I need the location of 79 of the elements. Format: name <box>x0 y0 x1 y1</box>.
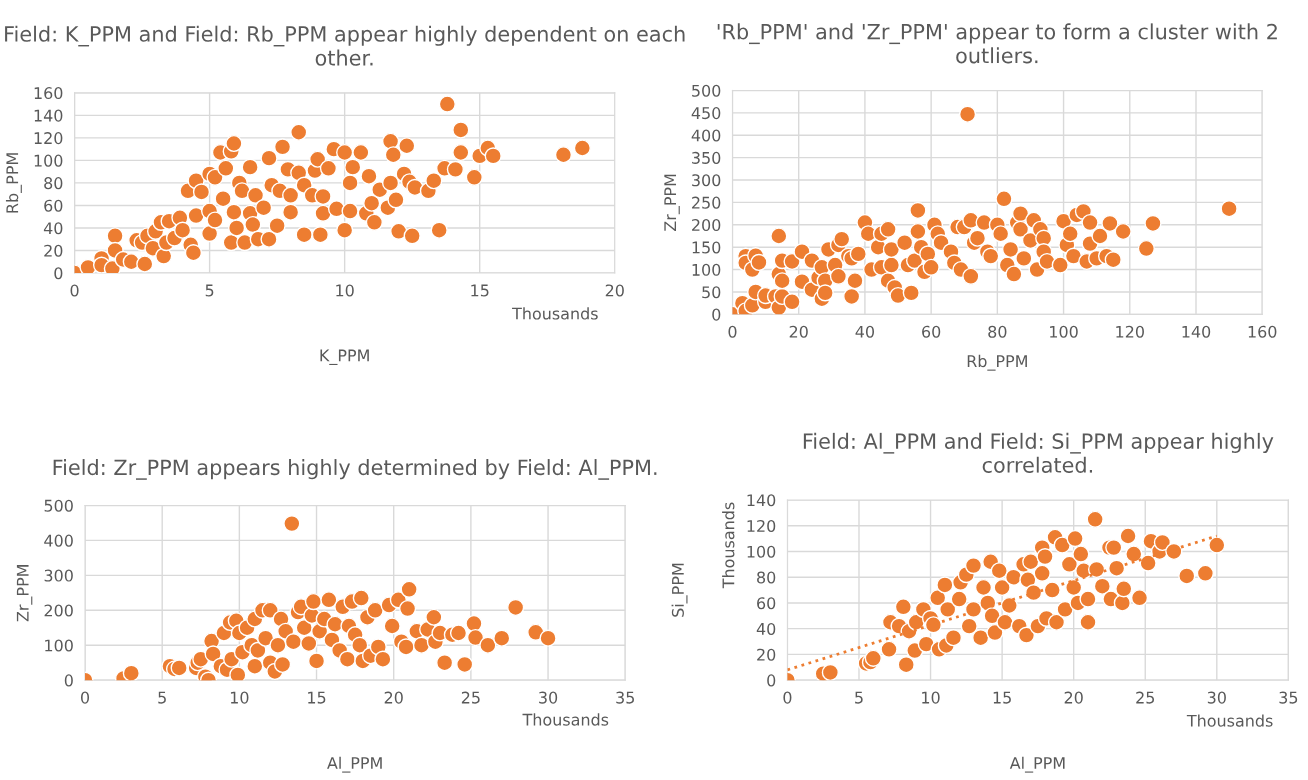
x-tick-label: 25 <box>1136 691 1155 704</box>
y-tick-label: 300 <box>44 569 73 582</box>
chart-title: Field: Al_PPM and Field: Si_PPM appear highly correlated. <box>803 432 1274 473</box>
y-tick-label: 500 <box>692 84 721 97</box>
text: Thousands <box>522 713 609 726</box>
x-tick-label: 140 <box>1182 325 1211 338</box>
y-tick-label: 120 <box>34 132 63 145</box>
text: Thousands <box>1186 714 1273 727</box>
text: Thousands <box>512 307 598 320</box>
x-tick-label: 10 <box>336 284 354 297</box>
y-tick-label: 140 <box>747 494 776 507</box>
y-tick-label: 200 <box>692 219 721 232</box>
y-tick-label: 100 <box>34 154 63 167</box>
x-tick-label: 20 <box>605 284 624 297</box>
x-tick-label: 30 <box>539 691 558 704</box>
y-tick-label: 140 <box>34 109 63 122</box>
x-tick-label: 35 <box>1279 691 1298 704</box>
x-tick-label: 60 <box>922 325 941 338</box>
y-tick-label: 60 <box>44 199 63 212</box>
x-tick-label: 30 <box>1207 691 1226 704</box>
y-tick-label: 400 <box>691 129 721 142</box>
x-tick-label: 40 <box>855 325 875 338</box>
x-tick-label: 5 <box>205 284 214 297</box>
x-tick-label: 0 <box>80 691 90 704</box>
y-axis-title: Zr_PPM <box>664 174 680 231</box>
x-tick-label: 25 <box>461 691 480 704</box>
y-axis-title: Rb_PPM <box>5 153 22 213</box>
y-tick-label: 250 <box>692 196 721 209</box>
y-tick-label: 40 <box>756 622 776 635</box>
y-tick-label: 60 <box>757 597 776 610</box>
x-tick-label: 160 <box>1248 325 1277 338</box>
y-tick-label: 120 <box>747 519 776 533</box>
y-tick-label: 400 <box>44 534 73 547</box>
x-tick-label: 0 <box>728 325 737 338</box>
x-tick-label: 10 <box>230 691 249 704</box>
x-axis-title: Rb_PPM <box>967 354 1027 371</box>
x-tick-label: 0 <box>783 691 792 704</box>
y-axis-title: Zr_PPM <box>16 565 33 622</box>
x-tick-label: 20 <box>1064 691 1083 704</box>
y-tick-label: 80 <box>757 571 776 584</box>
y-tick-label: 100 <box>692 263 721 276</box>
y-tick-label: 40 <box>43 222 63 235</box>
y-tick-label: 20 <box>757 648 776 661</box>
y-tick-label: 0 <box>767 674 776 687</box>
y-tick-label: 350 <box>692 151 721 164</box>
y-tick-label: 450 <box>691 107 721 120</box>
x-tick-label: 5 <box>855 691 863 704</box>
x-tick-label: 15 <box>308 691 326 704</box>
x-tick-label: 10 <box>922 691 940 704</box>
x-tick-label: 5 <box>158 691 166 704</box>
x-tick-label: 80 <box>988 325 1007 338</box>
y-tick-label: 20 <box>44 244 63 257</box>
y-tick-label: 150 <box>692 241 721 254</box>
y-tick-label: 0 <box>64 674 73 687</box>
text: Thousands <box>722 502 735 589</box>
x-tick-label: 15 <box>471 284 489 297</box>
chart-title: Field: Zr_PPM appears highly determined by Field: Al_PPM. <box>53 459 657 480</box>
x-tick-label: 15 <box>993 691 1011 704</box>
y-tick-label: 100 <box>747 545 776 558</box>
chart-title: 'Rb_PPM' and 'Zr_PPM' appear to form a cluster with 2 outliers. <box>717 23 1277 64</box>
x-tick-label: 20 <box>789 325 808 338</box>
x-tick-label: 100 <box>1050 325 1078 338</box>
y-tick-label: 0 <box>54 267 63 280</box>
chart-title: Field: K_PPM and Field: Rb_PPM appear highly dependent on each other. <box>5 25 685 66</box>
y-tick-label: 160 <box>34 87 63 100</box>
x-tick-label: 120 <box>1116 325 1144 338</box>
y-tick-label: 100 <box>45 639 73 652</box>
x-axis-title: Al_PPM <box>327 756 382 773</box>
y-tick-label: 500 <box>44 499 73 512</box>
x-tick-label: 20 <box>384 691 403 704</box>
y-tick-label: 50 <box>702 286 721 299</box>
x-tick-label: 35 <box>616 691 634 704</box>
y-tick-label: 80 <box>44 177 63 190</box>
y-tick-label: 200 <box>44 604 73 617</box>
x-axis-title: Al_PPM <box>1009 756 1065 773</box>
x-axis-title: K_PPM <box>320 349 369 366</box>
y-axis-title: Si_PPM <box>671 563 688 617</box>
y-tick-label: 300 <box>692 174 721 187</box>
y-tick-label: 0 <box>712 308 721 321</box>
